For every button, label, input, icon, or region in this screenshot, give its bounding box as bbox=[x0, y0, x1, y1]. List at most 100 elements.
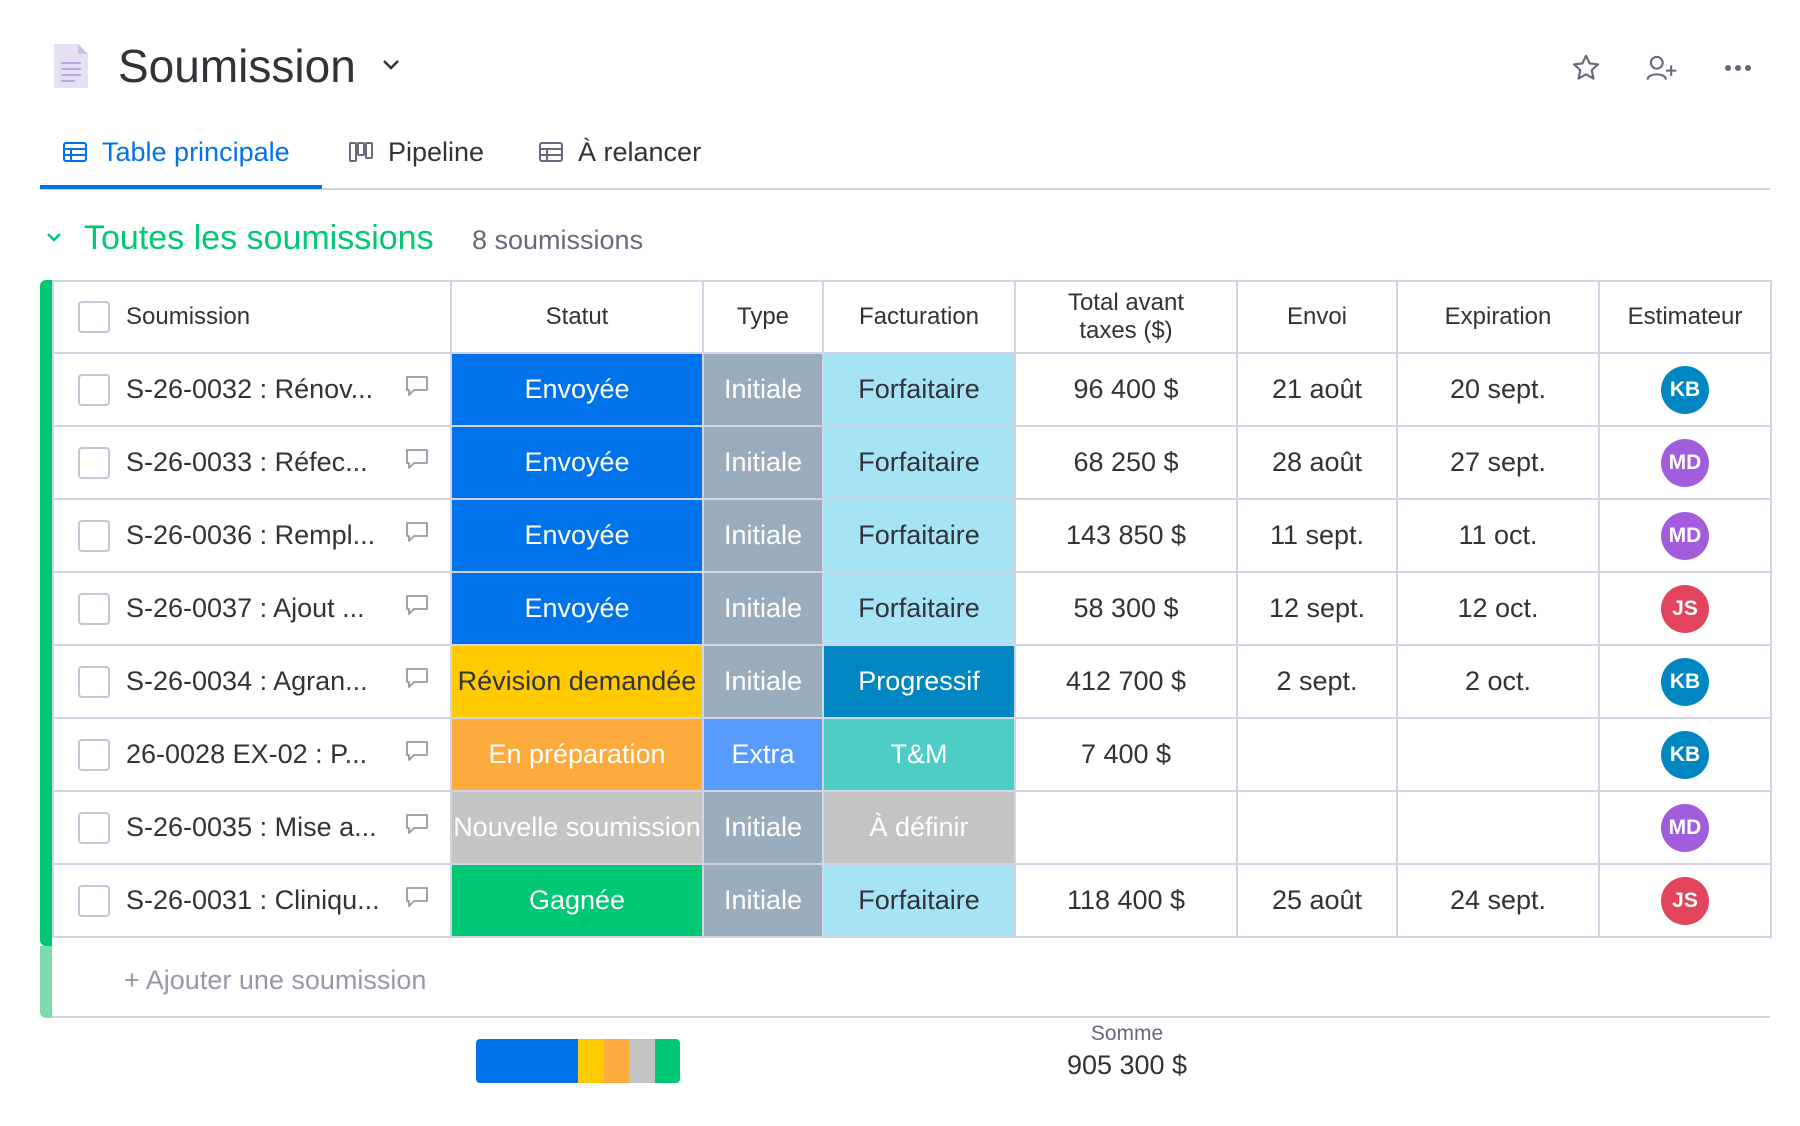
cell-statut[interactable]: Gagnée bbox=[450, 863, 704, 938]
cell-type[interactable]: Extra bbox=[702, 717, 824, 792]
table-row[interactable]: S-26-0035 : Mise a... Nouvelle soumission… bbox=[52, 790, 1772, 865]
avatar[interactable]: MD bbox=[1661, 438, 1709, 487]
row-checkbox[interactable] bbox=[78, 665, 110, 698]
star-icon[interactable] bbox=[1568, 50, 1604, 86]
comment-icon[interactable] bbox=[404, 374, 430, 405]
cell-estimateur[interactable]: JS bbox=[1598, 863, 1772, 938]
chevron-down-icon[interactable] bbox=[380, 58, 402, 72]
item-name[interactable]: S-26-0035 : Mise a... bbox=[126, 812, 377, 842]
item-name[interactable]: S-26-0031 : Cliniqu... bbox=[126, 885, 380, 915]
cell-envoi[interactable]: 25 août bbox=[1236, 863, 1398, 938]
table-row[interactable]: S-26-0033 : Réfec... Envoyée Initiale Forfa… bbox=[52, 425, 1772, 500]
cell-type[interactable]: Initiale bbox=[702, 863, 824, 938]
table-row[interactable]: S-26-0036 : Rempl... Envoyée Initiale Forfa… bbox=[52, 498, 1772, 573]
comment-icon[interactable] bbox=[404, 593, 430, 624]
cell-statut[interactable]: Envoyée bbox=[450, 425, 704, 500]
cell-estimateur[interactable]: JS bbox=[1598, 571, 1772, 646]
cell-type[interactable]: Initiale bbox=[702, 498, 824, 573]
cell-facturation[interactable]: T&M bbox=[822, 717, 1016, 792]
cell-total[interactable]: 118 400 $ bbox=[1014, 863, 1238, 938]
comment-icon[interactable] bbox=[404, 666, 430, 697]
cell-facturation[interactable]: Progressif bbox=[822, 644, 1016, 719]
cell-facturation[interactable]: Forfaitaire bbox=[822, 571, 1016, 646]
cell-facturation[interactable]: À définir bbox=[822, 790, 1016, 865]
item-name[interactable]: S-26-0034 : Agran... bbox=[126, 666, 368, 696]
cell-facturation[interactable]: Forfaitaire bbox=[822, 498, 1016, 573]
column-header-total[interactable]: Total avant taxes ($) bbox=[1014, 280, 1238, 354]
cell-statut[interactable]: Envoyée bbox=[450, 352, 704, 427]
cell-statut[interactable]: Nouvelle soumission bbox=[450, 790, 704, 865]
group-title[interactable]: Toutes les soumissions bbox=[84, 219, 434, 257]
group-collapse-chevron-icon[interactable] bbox=[44, 230, 64, 244]
avatar[interactable]: KB bbox=[1661, 365, 1709, 414]
cell-type[interactable]: Initiale bbox=[702, 425, 824, 500]
cell-envoi[interactable]: 12 sept. bbox=[1236, 571, 1398, 646]
cell-statut[interactable]: Envoyée bbox=[450, 571, 704, 646]
cell-total[interactable]: 412 700 $ bbox=[1014, 644, 1238, 719]
column-header-estimateur[interactable]: Estimateur bbox=[1598, 280, 1772, 354]
cell-statut[interactable]: Envoyée bbox=[450, 498, 704, 573]
cell-envoi[interactable]: 28 août bbox=[1236, 425, 1398, 500]
cell-expiration[interactable]: 24 sept. bbox=[1396, 863, 1600, 938]
cell-estimateur[interactable]: KB bbox=[1598, 717, 1772, 792]
comment-icon[interactable] bbox=[404, 739, 430, 770]
cell-type[interactable]: Initiale bbox=[702, 790, 824, 865]
row-checkbox[interactable] bbox=[78, 519, 110, 552]
avatar[interactable]: KB bbox=[1661, 730, 1709, 779]
item-name[interactable]: S-26-0036 : Rempl... bbox=[126, 520, 376, 550]
table-row[interactable]: S-26-0034 : Agran... Révision demandée Ini… bbox=[52, 644, 1772, 719]
column-header-envoi[interactable]: Envoi bbox=[1236, 280, 1398, 354]
column-header-facturation[interactable]: Facturation bbox=[822, 280, 1016, 354]
item-name[interactable]: S-26-0033 : Réfec... bbox=[126, 447, 368, 477]
table-row[interactable]: 26-0028 EX-02 : P... En préparation Extra T… bbox=[52, 717, 1772, 792]
avatar[interactable]: MD bbox=[1661, 511, 1709, 560]
cell-total[interactable]: 7 400 $ bbox=[1014, 717, 1238, 792]
cell-envoi[interactable]: 11 sept. bbox=[1236, 498, 1398, 573]
cell-total[interactable] bbox=[1014, 790, 1238, 865]
cell-statut[interactable]: Révision demandée bbox=[450, 644, 704, 719]
column-header-statut[interactable]: Statut bbox=[450, 280, 704, 354]
cell-facturation[interactable]: Forfaitaire bbox=[822, 352, 1016, 427]
cell-facturation[interactable]: Forfaitaire bbox=[822, 425, 1016, 500]
more-options-icon[interactable] bbox=[1720, 50, 1756, 86]
comment-icon[interactable] bbox=[404, 812, 430, 843]
row-checkbox[interactable] bbox=[78, 884, 110, 917]
status-summary-bar[interactable] bbox=[476, 1039, 680, 1083]
cell-expiration[interactable]: 2 oct. bbox=[1396, 644, 1600, 719]
item-name[interactable]: S-26-0037 : Ajout ... bbox=[126, 593, 365, 623]
column-header-expiration[interactable]: Expiration bbox=[1396, 280, 1600, 354]
row-checkbox[interactable] bbox=[78, 592, 110, 625]
cell-type[interactable]: Initiale bbox=[702, 571, 824, 646]
cell-expiration[interactable]: 11 oct. bbox=[1396, 498, 1600, 573]
row-checkbox[interactable] bbox=[78, 811, 110, 844]
cell-type[interactable]: Initiale bbox=[702, 644, 824, 719]
cell-expiration[interactable]: 27 sept. bbox=[1396, 425, 1600, 500]
cell-total[interactable]: 68 250 $ bbox=[1014, 425, 1238, 500]
avatar[interactable]: JS bbox=[1661, 876, 1709, 925]
comment-icon[interactable] bbox=[404, 520, 430, 551]
cell-expiration[interactable] bbox=[1396, 790, 1600, 865]
table-row[interactable]: S-26-0031 : Cliniqu... Gagnée Initiale Forf… bbox=[52, 863, 1772, 938]
cell-estimateur[interactable]: MD bbox=[1598, 425, 1772, 500]
avatar[interactable]: KB bbox=[1661, 657, 1709, 706]
cell-total[interactable]: 58 300 $ bbox=[1014, 571, 1238, 646]
cell-expiration[interactable]: 20 sept. bbox=[1396, 352, 1600, 427]
tab-pipeline[interactable]: Pipeline bbox=[348, 130, 484, 174]
cell-facturation[interactable]: Forfaitaire bbox=[822, 863, 1016, 938]
cell-envoi[interactable]: 21 août bbox=[1236, 352, 1398, 427]
cell-envoi[interactable]: 2 sept. bbox=[1236, 644, 1398, 719]
board-title[interactable]: Soumission bbox=[118, 40, 356, 92]
cell-statut[interactable]: En préparation bbox=[450, 717, 704, 792]
row-checkbox[interactable] bbox=[78, 373, 110, 406]
avatar[interactable]: JS bbox=[1661, 584, 1709, 633]
item-name[interactable]: S-26-0032 : Rénov... bbox=[126, 374, 374, 404]
select-all-checkbox[interactable] bbox=[78, 301, 110, 333]
avatar[interactable]: MD bbox=[1661, 803, 1709, 852]
item-name[interactable]: 26-0028 EX-02 : P... bbox=[126, 739, 368, 769]
table-row[interactable]: S-26-0032 : Rénov... Envoyée Initiale Forfa… bbox=[52, 352, 1772, 427]
cell-expiration[interactable]: 12 oct. bbox=[1396, 571, 1600, 646]
table-row[interactable]: S-26-0037 : Ajout ... Envoyée Initiale Forf… bbox=[52, 571, 1772, 646]
comment-icon[interactable] bbox=[404, 447, 430, 478]
add-item-input[interactable]: + Ajouter une soumission bbox=[124, 965, 427, 995]
cell-total[interactable]: 143 850 $ bbox=[1014, 498, 1238, 573]
